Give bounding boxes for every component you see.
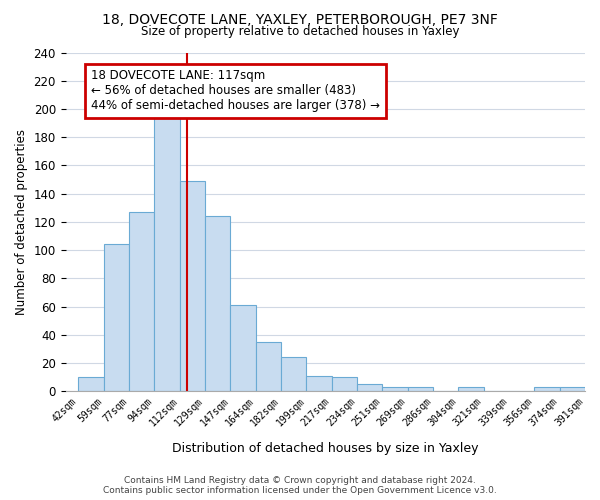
Bar [129, 212, 154, 392]
Bar [332, 377, 357, 392]
Text: 18 DOVECOTE LANE: 117sqm
← 56% of detached houses are smaller (483)
44% of semi-: 18 DOVECOTE LANE: 117sqm ← 56% of detach… [91, 70, 380, 112]
Text: Size of property relative to detached houses in Yaxley: Size of property relative to detached ho… [141, 25, 459, 38]
Bar [382, 387, 407, 392]
Bar [535, 387, 560, 392]
Y-axis label: Number of detached properties: Number of detached properties [15, 129, 28, 315]
Bar [154, 110, 179, 392]
Bar [256, 342, 281, 392]
Bar [307, 376, 332, 392]
Bar [281, 358, 307, 392]
Text: 18, DOVECOTE LANE, YAXLEY, PETERBOROUGH, PE7 3NF: 18, DOVECOTE LANE, YAXLEY, PETERBOROUGH,… [102, 12, 498, 26]
Bar [230, 305, 256, 392]
Bar [357, 384, 382, 392]
Bar [79, 377, 104, 392]
Text: Contains HM Land Registry data © Crown copyright and database right 2024.
Contai: Contains HM Land Registry data © Crown c… [103, 476, 497, 495]
Bar [458, 387, 484, 392]
X-axis label: Distribution of detached houses by size in Yaxley: Distribution of detached houses by size … [172, 442, 479, 455]
Bar [104, 244, 129, 392]
Bar [205, 216, 230, 392]
Bar [407, 387, 433, 392]
Bar [560, 387, 585, 392]
Bar [179, 181, 205, 392]
